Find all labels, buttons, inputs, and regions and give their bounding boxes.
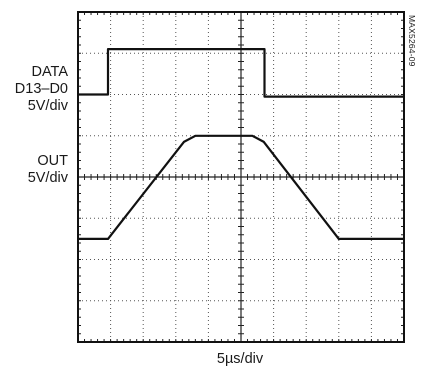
channel-label-data: DATA D13–D0 5V/div <box>10 64 68 115</box>
channel-label-line: OUT <box>37 153 68 169</box>
data-trace <box>78 47 404 98</box>
channel-label-line: 5V/div <box>27 98 68 114</box>
channel-label-line: D13–D0 <box>14 81 68 97</box>
channel-label-line: DATA <box>31 64 68 80</box>
channel-label-line: 5V/div <box>27 170 68 186</box>
id-tag: MAX5264-09 <box>407 15 417 67</box>
channel-label-out: OUT 5V/div <box>10 153 68 187</box>
out-trace <box>78 134 404 240</box>
plot-frame <box>77 11 405 343</box>
x-axis-label: 5µs/div <box>216 351 264 367</box>
